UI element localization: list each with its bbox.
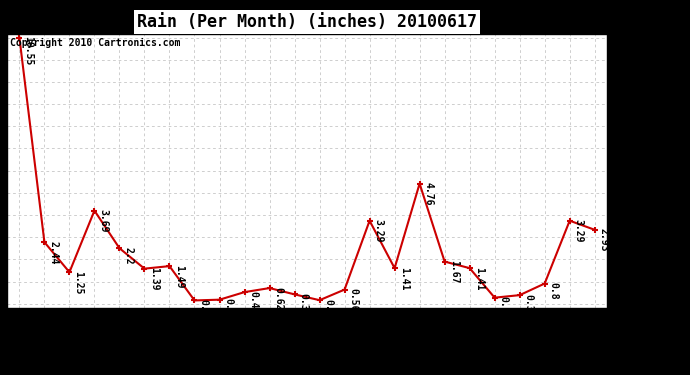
- Text: 0.46: 0.46: [248, 291, 259, 314]
- Text: 3.69: 3.69: [99, 209, 108, 233]
- Text: 0.37: 0.37: [299, 293, 308, 316]
- Text: 1.49: 1.49: [174, 265, 184, 288]
- Text: 1.41: 1.41: [399, 267, 408, 290]
- Text: 0.62: 0.62: [274, 286, 284, 310]
- Text: 1.39: 1.39: [148, 267, 159, 291]
- Text: 0.13: 0.13: [199, 299, 208, 322]
- Text: 3.29: 3.29: [574, 219, 584, 243]
- Text: 0.56: 0.56: [348, 288, 359, 312]
- Text: 2.93: 2.93: [599, 228, 609, 252]
- Text: 1.67: 1.67: [448, 260, 459, 284]
- Text: 10.55: 10.55: [23, 36, 34, 66]
- Text: 0.14: 0.14: [324, 299, 334, 322]
- Text: Copyright 2010 Cartronics.com: Copyright 2010 Cartronics.com: [10, 38, 180, 48]
- Text: 1.25: 1.25: [74, 271, 83, 294]
- Text: 3.29: 3.29: [374, 219, 384, 243]
- Text: 4.76: 4.76: [424, 182, 434, 206]
- Text: 0.8: 0.8: [549, 282, 559, 300]
- Text: 0.24: 0.24: [499, 296, 509, 320]
- Text: 0.16: 0.16: [224, 298, 234, 322]
- Title: Rain (Per Month) (inches) 20100617: Rain (Per Month) (inches) 20100617: [137, 13, 477, 31]
- Text: 2.2: 2.2: [124, 247, 134, 264]
- Text: 0.34: 0.34: [524, 294, 534, 317]
- Text: 2.44: 2.44: [48, 241, 59, 264]
- Text: 1.41: 1.41: [474, 267, 484, 290]
